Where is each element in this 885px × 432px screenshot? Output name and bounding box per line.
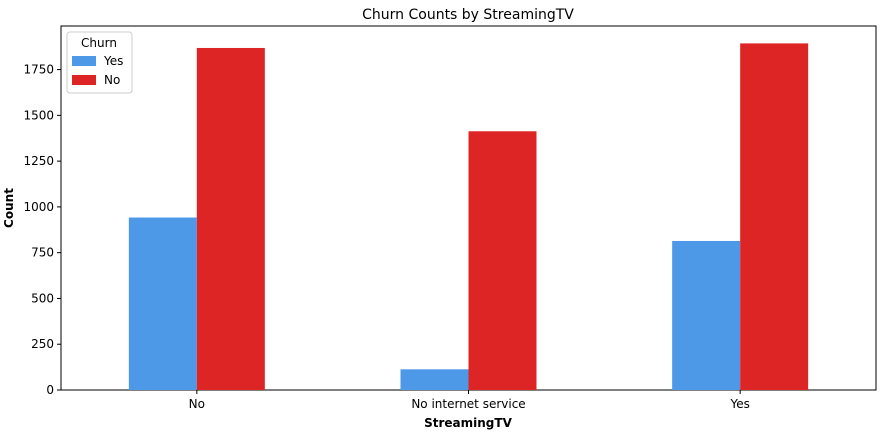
legend-label-no: No [104,73,120,87]
x-tick-label: No [189,397,205,411]
legend-title: Churn [81,36,117,50]
bar-yes-1 [400,369,469,390]
y-tick-label: 1250 [23,154,54,168]
y-axis: 0 250 500 750 1000 1250 1500 1750 [23,63,61,397]
y-tick-label: 250 [31,337,54,351]
y-tick-label: 750 [31,246,54,260]
legend-label-yes: Yes [103,54,123,68]
legend-swatch-yes [72,56,96,66]
legend: Churn Yes No [66,31,133,94]
x-axis-label: StreamingTV [424,416,512,430]
bar-no-2 [740,43,809,390]
x-tick-label: No internet service [411,397,525,411]
legend-swatch-no [72,75,96,85]
y-axis-label: Count [2,188,16,228]
bar-no-1 [468,131,537,391]
bar-no-0 [196,47,265,390]
y-tick-label: 1750 [23,63,54,77]
chart-title: Churn Counts by StreamingTV [362,7,574,23]
bars-group [128,43,809,391]
legend-items: Yes No [72,54,123,87]
y-tick-label: 500 [31,291,54,305]
y-tick-label: 1000 [23,200,54,214]
x-tick-label: Yes [729,397,749,411]
x-axis: No No internet service Yes [189,390,750,411]
bar-yes-0 [128,217,197,390]
y-tick-label: 1500 [23,108,54,122]
bar-yes-2 [672,240,741,390]
y-tick-label: 0 [46,383,54,397]
